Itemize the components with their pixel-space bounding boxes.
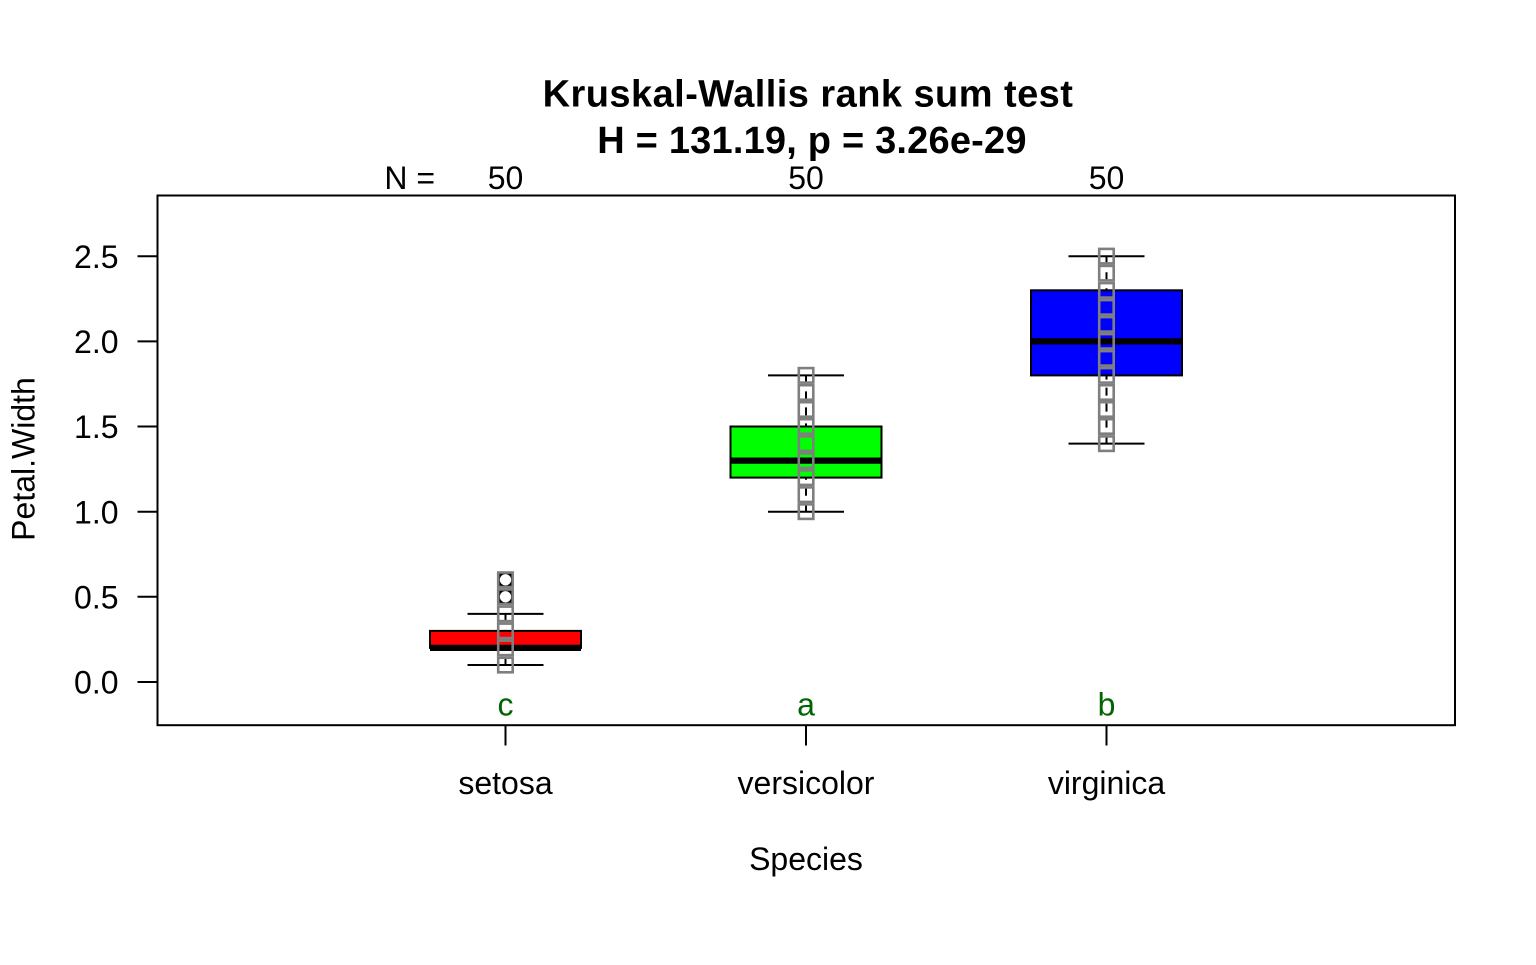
svg-text:b: b xyxy=(1098,687,1116,723)
svg-text:2.5: 2.5 xyxy=(74,239,118,275)
svg-text:0.5: 0.5 xyxy=(74,580,118,616)
svg-text:setosa: setosa xyxy=(458,765,552,801)
svg-text:a: a xyxy=(797,687,815,723)
svg-text:H = 131.19, p = 3.26e-29: H = 131.19, p = 3.26e-29 xyxy=(597,120,1026,162)
svg-text:c: c xyxy=(498,687,514,723)
svg-text:versicolor: versicolor xyxy=(738,765,875,801)
svg-text:N =: N = xyxy=(384,160,435,196)
svg-text:0.0: 0.0 xyxy=(74,665,118,701)
svg-text:virginica: virginica xyxy=(1048,765,1166,801)
svg-text:1.5: 1.5 xyxy=(74,409,118,445)
svg-text:Species: Species xyxy=(749,841,863,877)
svg-text:Kruskal-Wallis rank sum test: Kruskal-Wallis rank sum test xyxy=(543,74,1074,116)
svg-text:2.0: 2.0 xyxy=(74,324,118,360)
svg-text:50: 50 xyxy=(788,160,824,196)
svg-text:1.0: 1.0 xyxy=(74,494,118,530)
svg-text:50: 50 xyxy=(1089,160,1125,196)
svg-text:Petal.Width: Petal.Width xyxy=(6,377,42,541)
svg-text:50: 50 xyxy=(488,160,524,196)
